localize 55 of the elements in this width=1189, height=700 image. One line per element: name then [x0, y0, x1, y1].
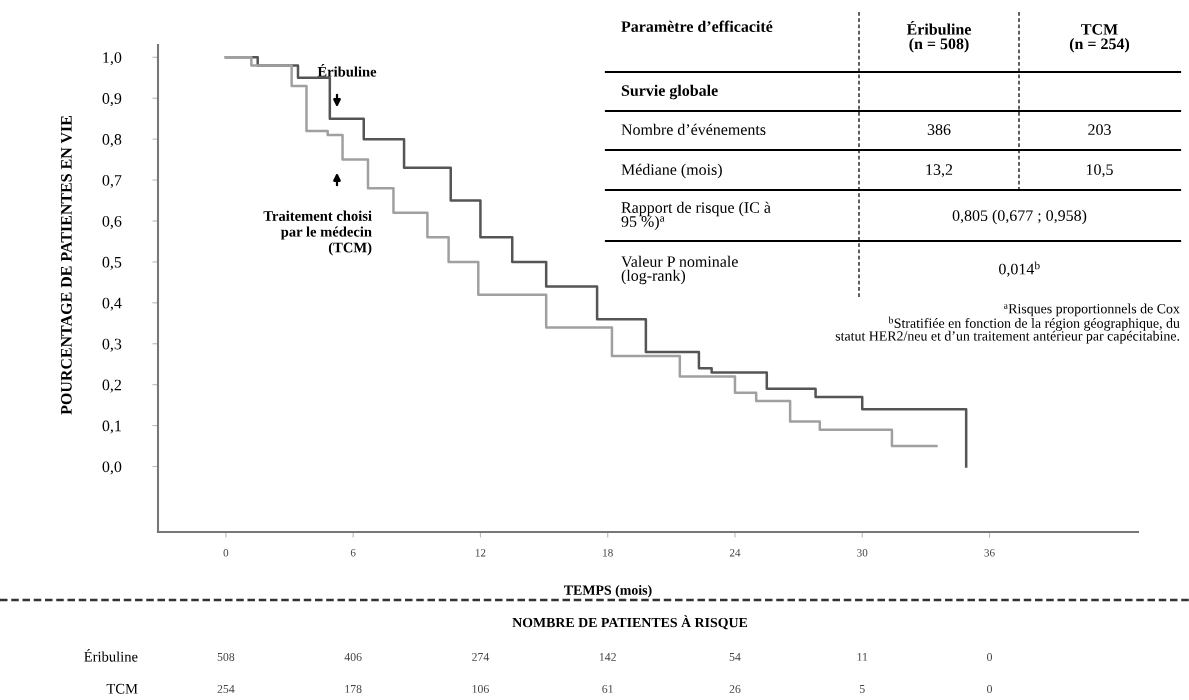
annotation: Éribuline (n = 508): [906, 20, 971, 53]
annotation: 0,805 (0,677 ; 0,958): [952, 209, 1087, 225]
text: 54: [729, 653, 741, 661]
x-axis-title: TEMPS (mois): [564, 585, 652, 598]
y-tick-label: 0,7: [102, 174, 122, 189]
y-tick-label: 0,5: [102, 256, 122, 270]
y-tick-label: 0,8: [102, 134, 122, 148]
y-tick-label: 0,0: [102, 461, 122, 475]
annotation: $^{a}$Risques proportionnels de Cox: [1003, 303, 1180, 317]
text: NOMBRE DE PATIENTES À RISQUE: [512, 615, 748, 630]
text: 142: [599, 653, 616, 661]
text: 0: [987, 684, 993, 693]
series-label: Éribuline: [317, 64, 377, 77]
text: 406: [344, 652, 362, 661]
annotation: TCM (n = 254): [1069, 24, 1130, 53]
y-tick-label: 1,0: [103, 52, 122, 66]
text: 0: [987, 652, 993, 661]
annotation: 203: [1088, 124, 1111, 135]
series-label: Traitement choisi par le médecin (TCM): [263, 210, 372, 256]
annotation: 13,2: [926, 164, 953, 178]
text: 274: [472, 653, 490, 661]
x-tick-label: 0: [223, 548, 229, 557]
text: Paramètre d’efficacité: [621, 20, 773, 32]
y-tick-label: 0,3: [102, 338, 122, 352]
annotation: Nombre d’événements: [621, 123, 766, 135]
x-tick-label: 12: [475, 549, 486, 557]
y-tick-label: 0,4: [102, 297, 122, 311]
text: 11: [857, 653, 868, 661]
text: 106: [472, 684, 489, 693]
annotation: Rapport de risque (IC à 95 %)$^{a}$: [621, 201, 771, 231]
y-tick-label: 0,6: [102, 215, 122, 229]
text: Éribuline: [84, 649, 138, 662]
x-tick-label: 18: [603, 548, 613, 557]
x-tick-label: 24: [729, 549, 741, 557]
y-tick-label: 0,2: [102, 379, 122, 393]
annotation: 386: [927, 124, 951, 135]
annotation: 10,5: [1086, 164, 1113, 178]
annotation: Valeur P nominale (log-rank): [621, 255, 738, 285]
text: 178: [345, 684, 362, 693]
text: TCM: [106, 683, 138, 694]
annotation: Médiane (mois): [621, 163, 722, 179]
x-tick-label: 30: [857, 548, 868, 557]
x-tick-label: 6: [350, 549, 356, 557]
annotation: $^{b}$Stratifiée en fonction de la région géographique, du statut HER2/neu et d’un traitement antérieur par capécitabine.: [835, 316, 1180, 344]
y-tick-label: 0,1: [102, 420, 121, 434]
text: 254: [217, 685, 235, 693]
y-tick-label: 0,9: [102, 93, 122, 107]
text: 5: [859, 685, 865, 693]
y-axis-title: POURCENTAGE DE PATIENTES EN VIE: [61, 115, 72, 415]
text: 508: [217, 652, 235, 661]
text: 26: [729, 685, 741, 693]
x-tick-label: 36: [984, 549, 995, 557]
annotation: 0,014$^{b}$: [999, 261, 1040, 277]
annotation: Survie globale: [621, 84, 718, 100]
text: 61: [602, 685, 613, 693]
